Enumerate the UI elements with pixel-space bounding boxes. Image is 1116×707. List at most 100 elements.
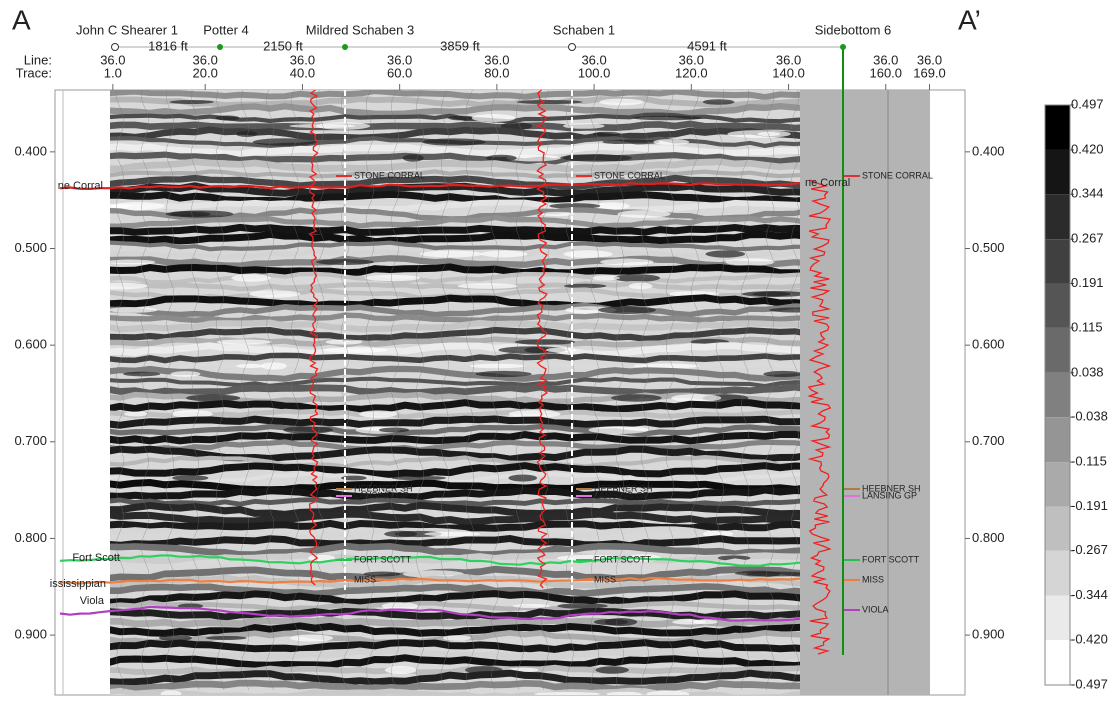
- seismic-texture: [88, 90, 825, 698]
- seismic-blob: [614, 274, 660, 282]
- seismic-blob: [379, 428, 409, 433]
- seismic-blob: [171, 371, 201, 377]
- horizon-label: ne Corral: [805, 177, 850, 189]
- seismic-blob: [653, 139, 689, 145]
- seismic-blob: [598, 306, 656, 314]
- seismic-blob: [705, 250, 745, 257]
- seismic-blob: [216, 115, 240, 120]
- seismic-blob: [206, 636, 247, 640]
- well-top-label: VIOLA: [862, 604, 889, 614]
- colorbar-swatch: [1045, 640, 1070, 685]
- seismic-blob: [365, 275, 420, 281]
- well-name: John C Shearer 1: [76, 22, 178, 37]
- colorbar-tick-label: 0.497: [1071, 96, 1104, 111]
- colorbar-tick-label: 0.191: [1071, 275, 1104, 290]
- seismic-blob: [703, 99, 735, 104]
- well-top-label: FORT SCOTT: [594, 554, 652, 564]
- seismic-reflector: [105, 643, 810, 650]
- seismic-blob: [611, 394, 662, 401]
- colorbar-tick-label: 0.267: [1071, 231, 1104, 246]
- trace-tick-label: 60.0: [387, 65, 412, 80]
- colorbar-tick-label: -0.420: [1071, 632, 1108, 647]
- well-top-label: STONE CORRAL: [862, 170, 933, 180]
- well-marker: [840, 44, 846, 50]
- corner-label: A: [12, 4, 31, 35]
- seismic-blob: [472, 114, 516, 122]
- colorbar-tick-label: -0.038: [1071, 409, 1108, 424]
- seismic-blob: [481, 251, 528, 258]
- seismic-blob: [595, 666, 628, 673]
- seismic-blob: [186, 394, 240, 401]
- colorbar-tick-label: -0.191: [1071, 498, 1108, 513]
- well-marker: [112, 44, 119, 51]
- seismic-blob: [253, 138, 317, 145]
- well-top-label: MISS: [594, 574, 616, 584]
- well-distance: 3859 ft: [440, 38, 480, 53]
- seismic-blob: [725, 258, 774, 266]
- well-name: Mildred Schaben 3: [306, 22, 414, 37]
- trace-tick-label: 160.0: [869, 65, 902, 80]
- seismic-blob: [172, 475, 208, 481]
- colorbar-swatch: [1045, 506, 1070, 550]
- seismic-blob: [458, 283, 518, 289]
- seismic-reflector: [105, 490, 810, 497]
- seismic-blob: [742, 291, 806, 297]
- seismic-blob: [512, 604, 550, 608]
- seismic-blob: [107, 307, 157, 313]
- seismic-blob: [236, 364, 265, 368]
- seismic-blob: [422, 138, 485, 145]
- seismic-blob: [403, 154, 424, 161]
- seismic-blob: [693, 620, 717, 624]
- well-top-label: LANSING GP: [354, 490, 409, 500]
- seismic-blob: [606, 692, 641, 697]
- seismic-blob: [600, 259, 653, 266]
- time-tick-label: 0.800: [14, 530, 47, 545]
- trace-tick-label: 1.0: [104, 65, 122, 80]
- well-top-label: MISS: [354, 574, 376, 584]
- seismic-blob: [592, 276, 620, 281]
- seismic-blob: [646, 691, 689, 698]
- seismic-blob: [563, 123, 605, 129]
- trace-tick-label: 20.0: [193, 65, 218, 80]
- seismic-blob: [727, 130, 790, 138]
- colorbar-swatch: [1045, 284, 1070, 328]
- time-tick-label: 0.900: [972, 627, 1005, 642]
- seismic-blob: [557, 603, 607, 608]
- seismic-blob: [605, 618, 638, 626]
- seismic-blob: [618, 210, 671, 218]
- corner-label: A’: [958, 4, 981, 35]
- trace-tick-label: 120.0: [675, 65, 708, 80]
- colorbar-swatch: [1045, 150, 1070, 194]
- colorbar-swatch: [1045, 462, 1070, 506]
- seismic-blob: [283, 426, 333, 433]
- time-tick-label: 0.600: [14, 337, 47, 352]
- seismic-blob: [324, 347, 388, 353]
- well-name: Potter 4: [203, 22, 249, 37]
- well-top-label: FORT SCOTT: [862, 554, 920, 564]
- trace-label: Trace:: [16, 65, 52, 80]
- well-marker: [217, 44, 223, 50]
- seismic-blob: [424, 532, 480, 537]
- horizon-label: Fort Scott: [72, 552, 120, 564]
- seismic-blob: [564, 250, 613, 258]
- well-marker: [342, 44, 348, 50]
- colorbar-tick-label: -0.497: [1071, 676, 1108, 691]
- colorbar-swatch: [1045, 551, 1070, 596]
- well-name: Sidebottom 6: [815, 22, 892, 37]
- seismic-blob: [217, 339, 272, 344]
- seismic-blob: [470, 364, 525, 369]
- colorbar-swatch: [1045, 373, 1070, 417]
- well-top-label: LANSING GP: [594, 490, 649, 500]
- well-marker: [569, 44, 576, 51]
- seismic-blob: [763, 371, 802, 377]
- time-tick-label: 0.400: [14, 143, 47, 158]
- time-tick-label: 0.500: [972, 240, 1005, 255]
- well-top-label: LANSING GP: [862, 490, 917, 500]
- seismic-blob: [105, 260, 155, 265]
- colorbar-tick-label: 0.344: [1071, 186, 1104, 201]
- seismic-blob: [671, 394, 721, 402]
- horizon-label: ississippian: [50, 578, 106, 590]
- well-top-label: STONE CORRAL: [594, 170, 665, 180]
- horizon-label: Viola: [80, 595, 105, 607]
- well-name: Schaben 1: [553, 22, 615, 37]
